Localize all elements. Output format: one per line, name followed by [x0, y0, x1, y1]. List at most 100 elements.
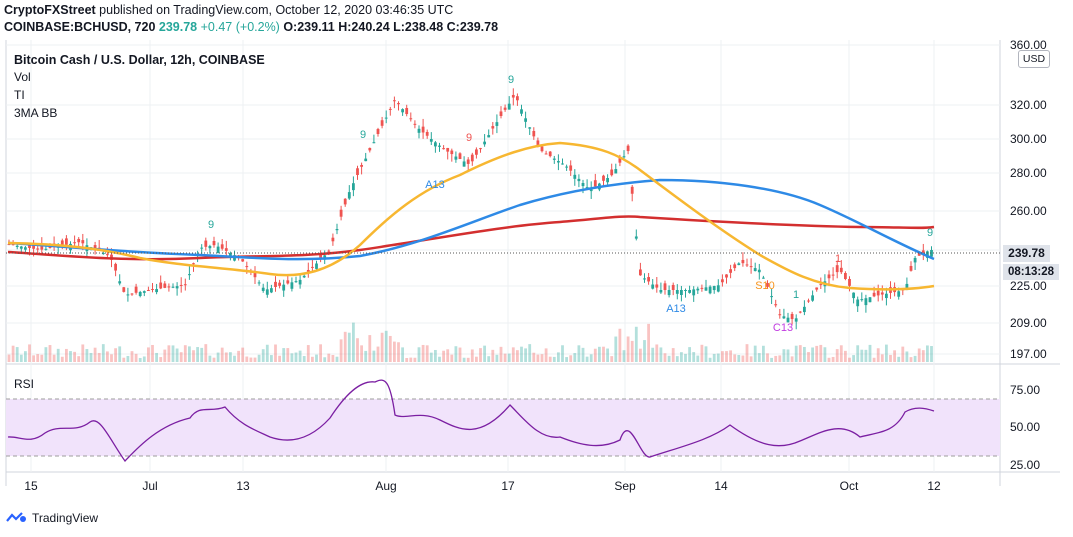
candle-body — [224, 248, 228, 251]
candle-body — [696, 288, 700, 291]
candle-body — [885, 293, 888, 299]
volume-bar — [302, 356, 306, 362]
volume-bar — [639, 348, 642, 362]
candle-body — [835, 265, 839, 273]
volume-bar — [356, 338, 359, 362]
candle-body — [163, 283, 167, 288]
candle-body — [675, 290, 679, 294]
volume-bar — [565, 357, 568, 362]
candle-body — [372, 142, 376, 144]
volume-bar — [770, 357, 773, 362]
volume-bar — [852, 355, 855, 362]
candle-body — [741, 259, 745, 264]
candle-body — [786, 317, 790, 323]
candle-body — [442, 148, 445, 150]
volume-bar — [241, 347, 245, 362]
volume-bar — [155, 352, 158, 362]
candle-body — [458, 153, 462, 159]
volume-bar — [893, 350, 896, 362]
volume-bar — [438, 356, 441, 362]
indicator-ti[interactable]: TI — [14, 88, 25, 102]
tradingview-logo[interactable]: TradingView — [6, 511, 98, 525]
candle-body — [393, 100, 396, 102]
publisher-name[interactable]: CryptoFXStreet — [4, 3, 96, 17]
candle-body — [24, 247, 27, 250]
candle-body — [175, 286, 179, 289]
volume-bar — [286, 348, 290, 362]
candle-body — [671, 284, 675, 290]
candle-body — [347, 192, 351, 199]
rsi-line — [7, 379, 935, 463]
candle-body — [36, 248, 40, 250]
candle-body — [552, 158, 556, 160]
volume-bar — [101, 344, 105, 362]
candle-body — [762, 277, 765, 279]
rsi-title[interactable]: RSI — [14, 377, 35, 391]
volume-bar — [368, 335, 372, 362]
volume-bar — [352, 322, 355, 362]
volume-bar — [274, 344, 277, 362]
volume-bar — [175, 348, 179, 362]
candle-body — [32, 243, 35, 249]
volume-bar — [680, 352, 683, 362]
last-price: 239.78 — [158, 20, 198, 34]
candle-body — [905, 283, 909, 290]
indicator-vol[interactable]: Vol — [14, 70, 31, 84]
candle-body — [856, 299, 860, 307]
candle-body — [712, 285, 716, 291]
volume-bar — [343, 331, 347, 362]
candle-body — [880, 292, 884, 295]
volume-bar — [40, 354, 44, 362]
candle-body — [274, 281, 277, 287]
candle-body — [589, 189, 593, 192]
candle-body — [692, 289, 696, 296]
candle-body — [815, 287, 819, 290]
x-axis-tick-label: 17 — [501, 479, 515, 493]
volume-bar — [909, 357, 913, 362]
volume-bar — [684, 353, 687, 362]
currency-badge[interactable]: USD — [1018, 50, 1050, 68]
indicator-3ma-bb[interactable]: 3MA BB — [14, 106, 58, 120]
volume-bar — [897, 356, 901, 362]
candle-body — [434, 142, 437, 147]
candle-body — [573, 174, 577, 179]
volume-bar — [56, 348, 60, 362]
volume-bar — [610, 356, 614, 362]
candle-body — [733, 264, 737, 269]
candle-body — [790, 313, 794, 320]
volume-bar — [81, 344, 85, 362]
volume-bar — [216, 352, 220, 362]
candle-body — [483, 141, 486, 145]
candle-body — [782, 316, 786, 319]
candle-body — [65, 238, 68, 245]
volume-bar — [778, 355, 782, 362]
candle-body — [528, 127, 532, 129]
volume-bar — [134, 353, 138, 362]
volume-bar — [536, 354, 540, 362]
volume-bar — [253, 357, 257, 362]
volume-bar — [479, 348, 482, 362]
volume-bar — [655, 344, 659, 362]
volume-bar — [384, 330, 388, 362]
volume-bar — [700, 344, 704, 362]
volume-bar — [11, 345, 15, 362]
candle-body — [245, 266, 249, 268]
volume-bar — [885, 344, 888, 362]
candle-body — [315, 263, 318, 269]
candle-body — [130, 293, 134, 295]
volume-bar — [298, 350, 302, 362]
candle-body — [220, 244, 224, 249]
volume-bar — [602, 346, 605, 362]
candle-body — [179, 284, 183, 286]
candle-body — [19, 246, 23, 249]
rsi-axis-tick-label: 25.00 — [1010, 458, 1040, 472]
volume-bar — [803, 346, 806, 362]
ma-slow-line — [7, 215, 935, 261]
volume-bar — [60, 356, 64, 362]
candle-body — [798, 311, 802, 313]
volume-bar — [667, 355, 671, 362]
candle-body — [745, 264, 749, 266]
candle-body — [684, 290, 687, 291]
published-text: published on TradingView.com, October 12… — [99, 3, 454, 17]
